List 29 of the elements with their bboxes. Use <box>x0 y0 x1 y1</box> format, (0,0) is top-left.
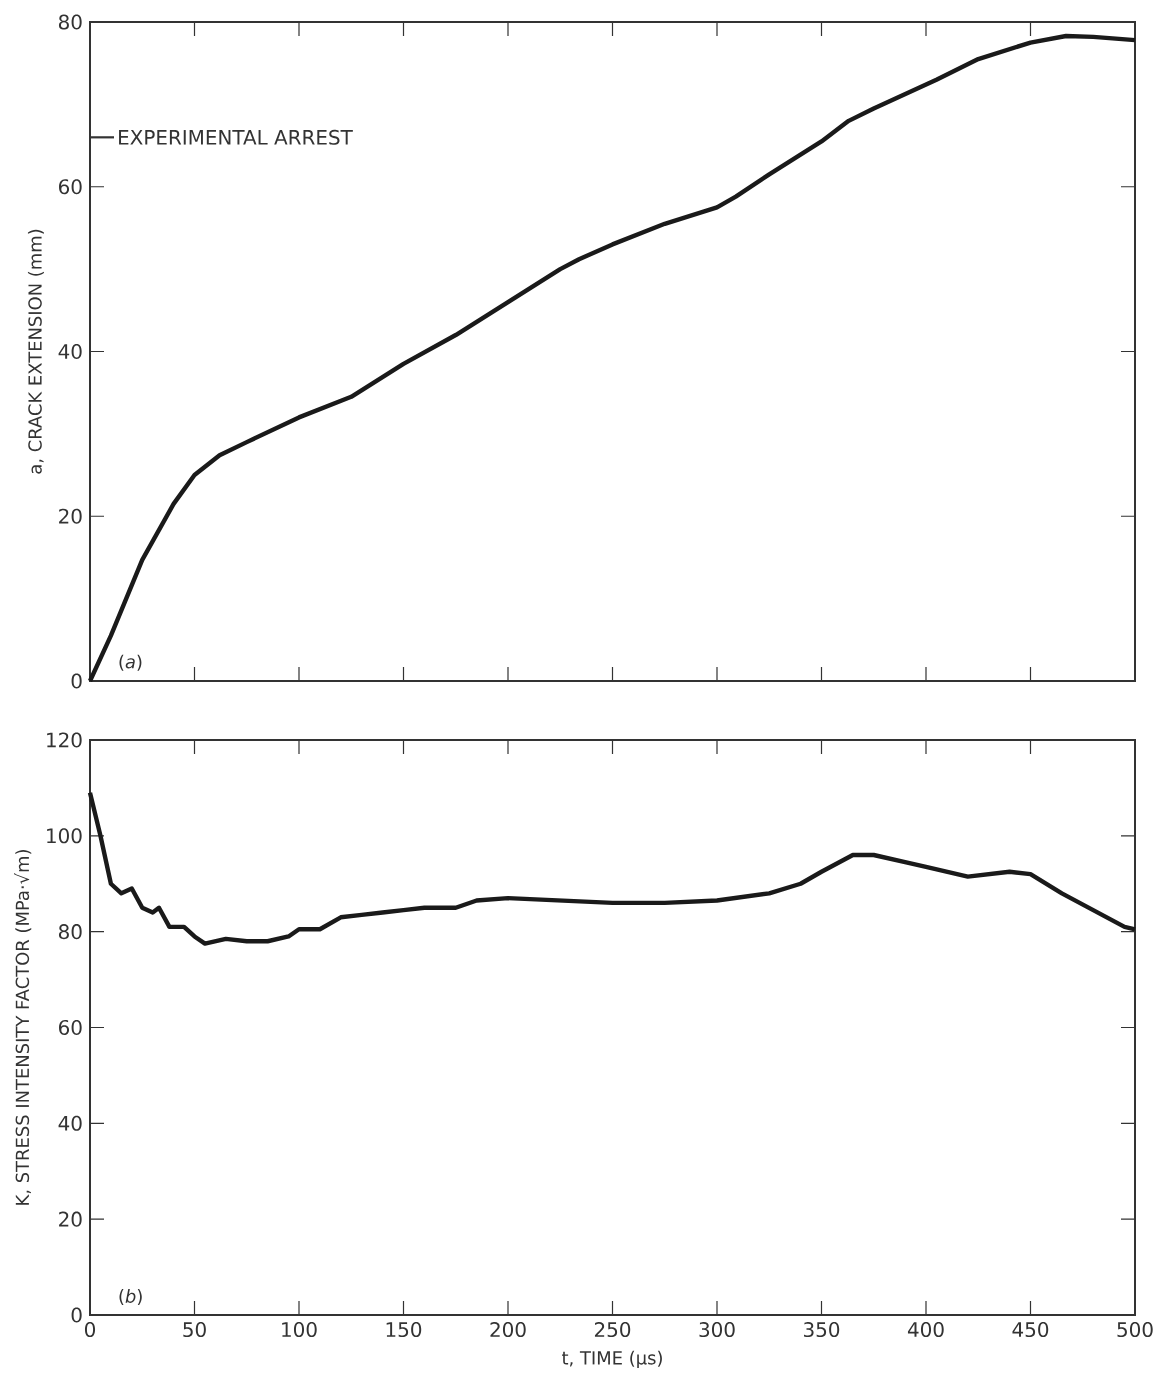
x-tick-label: 100 <box>282 1322 317 1338</box>
annotation: (b) <box>119 1289 142 1306</box>
y-tick-label: 0 <box>71 673 82 689</box>
y-tick-label: 80 <box>58 924 82 940</box>
y-axis-title: K, STRESS INTENSITY FACTOR (MPa·√m) <box>14 850 32 1205</box>
x-tick-label: 400 <box>907 1322 944 1338</box>
x-tick-label: 0 <box>84 1322 96 1338</box>
annotation: (a) <box>119 654 142 671</box>
x-tick-label: 450 <box>1012 1322 1049 1338</box>
x-axis-title: t, TIME (μs) <box>562 1350 662 1369</box>
x-tick-label: 200 <box>490 1322 526 1338</box>
y-tick-label: 40 <box>58 1115 82 1131</box>
y-tick-label: 20 <box>59 1211 82 1227</box>
x-tick-label: 350 <box>804 1322 840 1338</box>
x-tick-label: 500 <box>1117 1322 1153 1338</box>
x-tick-label: 150 <box>386 1322 422 1338</box>
x-tick-label: 50 <box>183 1322 206 1338</box>
ref-line-label: EXPERIMENTAL ARREST <box>119 129 353 145</box>
y-tick-label: 120 <box>47 732 82 748</box>
y-tick-label: 60 <box>59 1019 82 1036</box>
y-tick-label: 0 <box>71 1307 82 1323</box>
y-tick-label: 60 <box>59 179 82 195</box>
y-tick-label: 40 <box>58 343 82 360</box>
y-axis-title: a, CRACK EXTENSION (mm) <box>27 229 44 474</box>
x-tick-label: 250 <box>594 1322 631 1338</box>
x-tick-label: 300 <box>699 1322 735 1338</box>
y-tick-label: 100 <box>47 828 82 844</box>
y-tick-label: 80 <box>58 14 82 30</box>
y-tick-label: 20 <box>59 508 82 524</box>
